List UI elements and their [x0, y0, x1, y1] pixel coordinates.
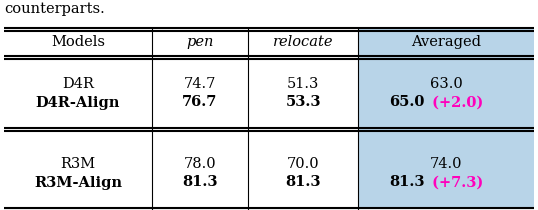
Text: 51.3: 51.3 — [287, 77, 319, 92]
Text: Averaged: Averaged — [411, 35, 481, 49]
Text: 74.0: 74.0 — [430, 158, 462, 172]
Text: D4R-Align: D4R-Align — [36, 96, 120, 109]
Text: D4R: D4R — [62, 77, 94, 92]
Text: (+7.3): (+7.3) — [427, 176, 483, 189]
Text: 78.0: 78.0 — [183, 158, 216, 172]
Text: 74.7: 74.7 — [184, 77, 216, 92]
Text: 65.0: 65.0 — [390, 96, 425, 109]
Text: 70.0: 70.0 — [287, 158, 320, 172]
Text: 63.0: 63.0 — [430, 77, 462, 92]
Text: Models: Models — [51, 35, 105, 49]
Bar — [358, 28, 534, 208]
Text: relocate: relocate — [273, 35, 333, 49]
Text: 76.7: 76.7 — [182, 96, 218, 109]
Text: counterparts.: counterparts. — [4, 2, 105, 16]
Text: 81.3: 81.3 — [390, 176, 425, 189]
Text: pen: pen — [186, 35, 214, 49]
Text: 81.3: 81.3 — [182, 176, 218, 189]
Text: 53.3: 53.3 — [285, 96, 321, 109]
Text: 81.3: 81.3 — [285, 176, 321, 189]
Text: (+2.0): (+2.0) — [427, 96, 483, 109]
Text: R3M-Align: R3M-Align — [34, 176, 122, 189]
Text: R3M: R3M — [60, 158, 96, 172]
